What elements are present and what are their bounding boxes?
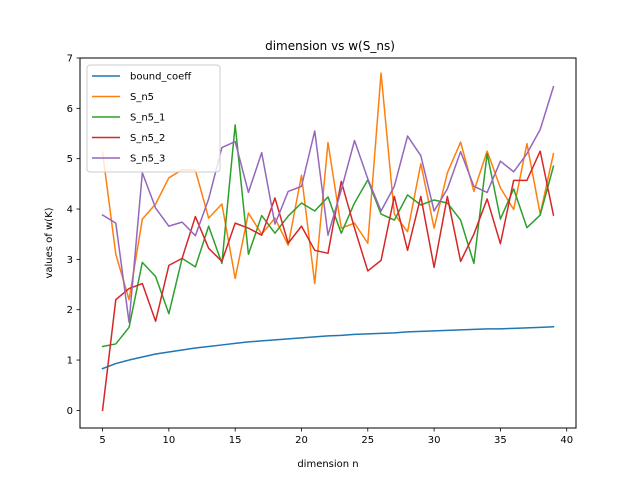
y-axis-label: values of w(K) [44,207,55,278]
legend-label: S_n5_3 [130,154,165,165]
y-tick-label: 0 [67,406,73,417]
legend-label: S_n5_2 [130,133,165,144]
x-tick-label: 15 [229,435,242,446]
x-tick-label: 40 [560,435,573,446]
legend-label: S_n5 [130,92,154,103]
x-tick-label: 35 [494,435,507,446]
y-axis: 0 1 2 3 4 5 6 7 [67,54,80,417]
plot-frame [79,57,577,429]
series-line-s-n5-1 [101,124,555,348]
y-tick-label: 2 [67,305,73,316]
y-tick-label: 3 [67,255,73,266]
y-tick-label: 7 [67,54,73,65]
legend-label: S_n5_1 [130,113,165,124]
y-tick-label: 4 [67,205,73,216]
y-tick-label: 6 [67,104,73,115]
series-line-s-n5-2 [101,150,555,412]
x-tick-label: 10 [162,435,175,446]
x-axis: 5 10 15 20 25 30 35 40 [99,428,573,446]
legend-box [86,64,221,173]
series-line-bound-coeff [101,326,555,370]
x-axis-label: dimension n [297,459,358,470]
x-tick-label: 25 [361,435,374,446]
legend-label: bound_coeff [130,72,192,83]
chart-title: dimension vs w(S_ns) [265,39,395,53]
x-tick-label: 5 [99,435,105,446]
series-line-s-n5-3 [101,85,555,324]
y-tick-label: 5 [67,154,73,165]
y-tick-label: 1 [67,356,73,367]
x-tick-label: 20 [295,435,308,446]
legend: bound_coeff S_n5 S_n5_1 S_n5_2 S_n5_3 [86,64,221,173]
x-tick-label: 30 [428,435,441,446]
